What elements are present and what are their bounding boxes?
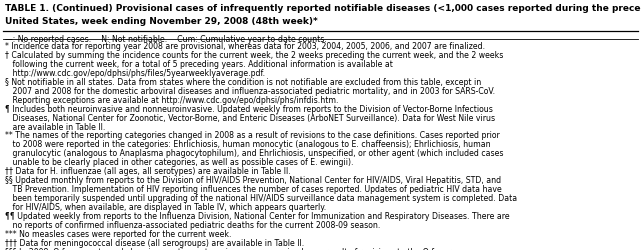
Text: † Calculated by summing the incidence counts for the current week, the 2 weeks p: † Calculated by summing the incidence co… (5, 51, 503, 60)
Text: §§ Updated monthly from reports to the Division of HIV/AIDS Prevention, National: §§ Updated monthly from reports to the D… (5, 176, 501, 185)
Text: to 2008 were reported in the categories: Ehrlichiosis, human monocytic (analogou: to 2008 were reported in the categories:… (5, 140, 491, 149)
Text: ††† Data for meningococcal disease (all serogroups) are available in Table II.: ††† Data for meningococcal disease (all … (5, 239, 304, 248)
Text: are available in Table II.: are available in Table II. (5, 122, 106, 132)
Text: for HIV/AIDS, when available, are displayed in Table IV, which appears quarterly: for HIV/AIDS, when available, are displa… (5, 203, 326, 212)
Text: granulocytic (analogous to Anaplasma phagocytophilum), and Ehrlichiosis, unspeci: granulocytic (analogous to Anaplasma pha… (5, 150, 504, 158)
Text: †† Data for H. influenzae (all ages, all serotypes) are available in Table II.: †† Data for H. influenzae (all ages, all… (5, 167, 291, 176)
Text: United States, week ending November 29, 2008 (48th week)*: United States, week ending November 29, … (5, 18, 318, 26)
Text: §§§ In 2008, Q fever acute and chronic reporting categories were recognized as a: §§§ In 2008, Q fever acute and chronic r… (5, 248, 472, 250)
Text: 2007 and 2008 for the domestic arboviral diseases and influenza-associated pedia: 2007 and 2008 for the domestic arboviral… (5, 87, 495, 96)
Text: TB Prevention. Implementation of HIV reporting influences the number of cases re: TB Prevention. Implementation of HIV rep… (5, 185, 502, 194)
Text: TABLE 1. (Continued) Provisional cases of infrequently reported notifiable disea: TABLE 1. (Continued) Provisional cases o… (5, 4, 641, 13)
Text: ¶¶ Updated weekly from reports to the Influenza Division, National Center for Im: ¶¶ Updated weekly from reports to the In… (5, 212, 510, 221)
Text: —: No reported cases.    N: Not notifiable.    Cum: Cumulative year-to-date coun: —: No reported cases. N: Not notifiable.… (5, 34, 327, 43)
Text: no reports of confirmed influenza-associated pediatric deaths for the current 20: no reports of confirmed influenza-associ… (5, 221, 381, 230)
Text: ¶ Includes both neuroinvasive and nonneuroinvasive. Updated weekly from reports : ¶ Includes both neuroinvasive and nonneu… (5, 105, 493, 114)
Text: *** No measles cases were reported for the current week.: *** No measles cases were reported for t… (5, 230, 231, 239)
Text: following the current week, for a total of 5 preceding years. Additional informa: following the current week, for a total … (5, 60, 393, 69)
Text: ** The names of the reporting categories changed in 2008 as a result of revision: ** The names of the reporting categories… (5, 132, 500, 140)
Text: Reporting exceptions are available at http://www.cdc.gov/epo/dphsi/phs/infdis.ht: Reporting exceptions are available at ht… (5, 96, 338, 105)
Text: § Not notifiable in all states. Data from states where the condition is not noti: § Not notifiable in all states. Data fro… (5, 78, 481, 87)
Text: been temporarily suspended until upgrading of the national HIV/AIDS surveillance: been temporarily suspended until upgradi… (5, 194, 517, 203)
Text: unable to be clearly placed in other categories, as well as possible cases of E.: unable to be clearly placed in other cat… (5, 158, 354, 167)
Text: Diseases, National Center for Zoonotic, Vector-Borne, and Enteric Diseases (Arbo: Diseases, National Center for Zoonotic, … (5, 114, 495, 122)
Text: http://www.cdc.gov/epo/dphsi/phs/files/5yearweeklyaverage.pdf.: http://www.cdc.gov/epo/dphsi/phs/files/5… (5, 69, 265, 78)
Text: * Incidence data for reporting year 2008 are provisional, whereas data for 2003,: * Incidence data for reporting year 2008… (5, 42, 485, 51)
